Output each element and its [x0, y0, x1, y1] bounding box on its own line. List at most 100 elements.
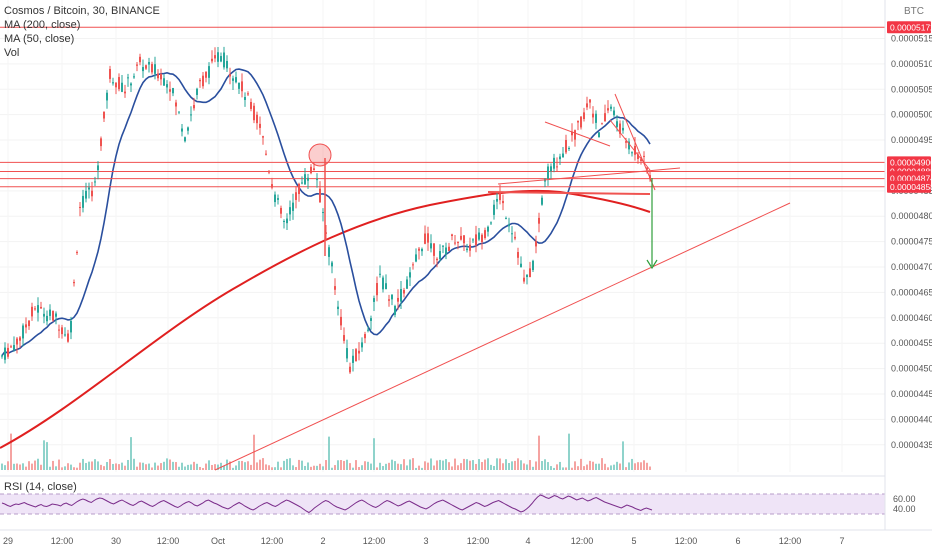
candle-body — [616, 121, 618, 127]
ma50-line — [1, 68, 651, 356]
highlight-circle — [308, 143, 332, 167]
volume-bar — [220, 462, 222, 470]
volume-bar — [412, 458, 414, 470]
candle-body — [373, 298, 375, 302]
projection-arrow — [646, 259, 658, 270]
volume-bar — [229, 461, 231, 470]
volume-bar — [55, 466, 57, 470]
candle-body — [400, 289, 402, 302]
candle-body — [487, 226, 489, 232]
volume-bar — [451, 466, 453, 470]
candle-body — [559, 156, 561, 160]
candle-body — [574, 130, 576, 140]
ma200-legend[interactable]: MA (200, close) — [4, 19, 81, 31]
candle-body — [178, 111, 180, 113]
time-tick-label: 12:00 — [467, 536, 490, 546]
symbol-title[interactable]: Cosmos / Bitcoin, 30, BINANCE — [4, 5, 160, 17]
volume-bar — [496, 458, 498, 470]
candle-body — [442, 245, 444, 247]
volume-bar — [601, 458, 603, 470]
volume-bar — [586, 464, 588, 470]
volume-bar — [514, 460, 516, 470]
volume-bar — [472, 460, 474, 470]
volume-bar — [235, 465, 237, 470]
candle-body — [229, 74, 231, 77]
volume-bar — [346, 459, 348, 470]
volume-bar — [280, 467, 282, 470]
candle-body — [172, 88, 174, 94]
candle-body — [343, 335, 345, 341]
candle-body — [211, 58, 213, 62]
candle-body — [628, 141, 630, 150]
candle-body — [460, 235, 462, 240]
candle-body — [34, 308, 36, 310]
volume-bar — [469, 460, 471, 470]
volume-bar — [640, 462, 642, 470]
candle-body — [505, 218, 507, 220]
candle-body — [31, 306, 33, 317]
volume-bar — [76, 467, 78, 470]
volume-bar — [271, 467, 273, 470]
candle-body — [49, 309, 51, 316]
candle-body — [202, 75, 204, 87]
candle-body — [208, 66, 210, 78]
volume-bar — [463, 458, 465, 470]
volume-bar — [289, 458, 291, 470]
price-tag-text: 0.00004874 — [890, 174, 932, 184]
candle-body — [115, 82, 117, 88]
volume-bar — [109, 459, 111, 470]
volume-bar — [151, 467, 153, 470]
candle-body — [424, 233, 426, 244]
candle-body — [346, 348, 348, 359]
candle-body — [205, 71, 207, 78]
candle-body — [382, 277, 384, 290]
chart-legend: Cosmos / Bitcoin, 30, BINANCE MA (200, c… — [4, 4, 160, 60]
rsi-legend[interactable]: RSI (14, close) — [4, 481, 77, 493]
candle-body — [4, 347, 6, 360]
candle-body — [61, 327, 63, 335]
candle-body — [598, 132, 600, 138]
candle-body — [523, 277, 525, 282]
candle-body — [601, 123, 603, 125]
volume-bar — [478, 459, 480, 470]
volume-bar — [121, 462, 123, 470]
candle-body — [415, 254, 417, 262]
candle-body — [328, 247, 330, 257]
ma50-legend[interactable]: MA (50, close) — [4, 33, 75, 45]
candle-body — [67, 333, 69, 342]
candle-body — [478, 232, 480, 240]
candle-body — [235, 77, 237, 83]
volume-bar — [646, 462, 648, 470]
volume-bar — [334, 465, 336, 470]
candle-body — [190, 114, 192, 116]
volume-bar — [475, 463, 477, 470]
vol-legend[interactable]: Vol — [4, 47, 20, 59]
volume-bar — [457, 465, 459, 470]
candle-body — [388, 299, 390, 301]
volume-bar — [31, 463, 33, 470]
candle-body — [313, 168, 315, 171]
time-tick-label: 12:00 — [571, 536, 594, 546]
candle-body — [469, 244, 471, 251]
volume-bar — [349, 463, 351, 470]
price-tag-text: 0.00004858 — [890, 182, 932, 192]
candle-body — [493, 204, 495, 215]
candle-body — [40, 306, 42, 309]
candle-body — [220, 56, 222, 62]
volume-bar — [160, 463, 162, 470]
candle-body — [232, 78, 234, 81]
falling-wedge-upper — [614, 93, 656, 191]
candle-body — [259, 123, 261, 128]
volume-bar — [124, 465, 126, 470]
time-tick-label: 12:00 — [261, 536, 284, 546]
wedge-line — [544, 121, 611, 147]
candle-body — [316, 179, 318, 181]
volume-bar — [427, 462, 429, 470]
candle-body — [214, 55, 216, 59]
candle-body — [196, 88, 198, 95]
